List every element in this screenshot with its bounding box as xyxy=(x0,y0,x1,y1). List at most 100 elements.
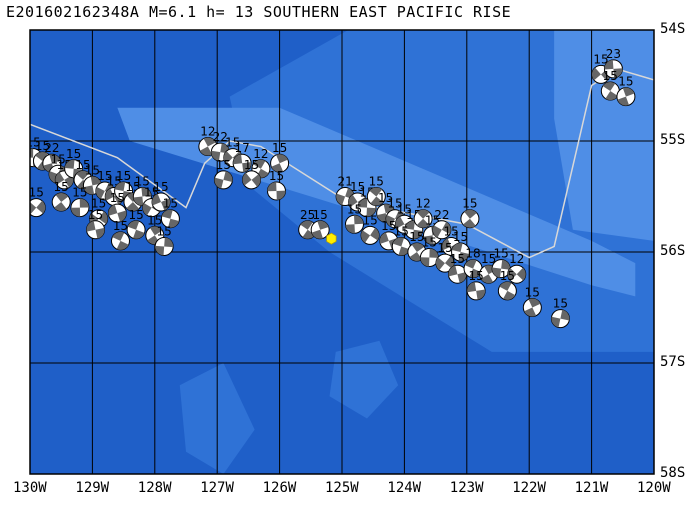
depth-label: 15 xyxy=(66,147,81,161)
compressional-quadrant xyxy=(112,231,129,250)
focal-mechanism: 15 xyxy=(616,75,636,107)
depth-label: 15 xyxy=(350,180,365,194)
focal-mechanism: 22 xyxy=(432,208,452,240)
compressional-quadrant xyxy=(345,215,364,234)
focal-mechanism: 15 xyxy=(270,141,290,173)
focal-mechanism: 15 xyxy=(522,286,542,317)
map-title: E201602162348A M=6.1 h= 13 SOUTHERN EAST… xyxy=(6,3,512,21)
focal-mechanism: 15 xyxy=(107,191,127,223)
depth-label: 15 xyxy=(216,158,231,172)
depth-label: 15 xyxy=(113,219,128,233)
compressional-quadrant xyxy=(300,220,316,239)
longitude-label: 127W xyxy=(200,480,234,496)
compressional-quadrant xyxy=(133,187,152,206)
focal-mechanism: 15 xyxy=(460,197,480,229)
focal-mechanism: 15 xyxy=(160,197,180,229)
compressional-quadrant xyxy=(463,209,477,228)
focal-mechanism: 15 xyxy=(142,186,162,218)
depth-label: 15 xyxy=(437,241,452,255)
depth-label: 15 xyxy=(128,208,143,222)
compressional-quadrant xyxy=(448,265,467,283)
compressional-quadrant xyxy=(152,193,171,211)
latitude-label: 57S xyxy=(660,354,686,370)
focal-mechanism: 15 xyxy=(497,269,517,301)
focal-mechanism: 15 xyxy=(600,69,620,101)
depth-label: 15 xyxy=(54,180,69,194)
depth-label: 15 xyxy=(97,169,112,183)
depth-label: 15 xyxy=(85,163,100,177)
longitude-label: 130W xyxy=(13,480,47,496)
depth-label: 12 xyxy=(200,125,215,139)
depth-label: 15 xyxy=(91,197,106,211)
compressional-quadrant xyxy=(416,209,430,228)
focal-mechanism: 22 xyxy=(42,141,62,173)
compressional-quadrant xyxy=(155,237,174,256)
compressional-quadrant xyxy=(404,220,423,239)
focal-mechanism: 17 xyxy=(232,141,252,173)
compressional-quadrant xyxy=(617,87,635,106)
depth-label: 15 xyxy=(462,197,477,211)
depth-label: 15 xyxy=(313,208,328,222)
compressional-quadrant xyxy=(435,256,454,271)
epicenter-marker xyxy=(326,232,337,245)
depth-label: 15 xyxy=(369,175,384,189)
longitude-label: 122W xyxy=(512,480,546,496)
compressional-quadrant xyxy=(253,159,269,178)
depth-label: 12 xyxy=(415,197,430,211)
compressional-quadrant xyxy=(70,198,89,217)
compressional-quadrant xyxy=(54,193,69,212)
focal-mechanism: 15 xyxy=(266,169,286,201)
depth-label: 15 xyxy=(444,224,459,238)
focal-mechanism: 15 xyxy=(213,158,233,190)
depth-label: 15 xyxy=(450,252,465,266)
compressional-quadrant xyxy=(507,267,526,281)
depth-label: 12 xyxy=(253,147,268,161)
compressional-quadrant xyxy=(233,154,252,173)
bathy-patch-s xyxy=(329,340,399,419)
compressional-quadrant xyxy=(464,259,482,278)
depth-label: 15 xyxy=(378,191,393,205)
compressional-quadrant xyxy=(499,281,516,300)
depth-label: 15 xyxy=(593,52,608,66)
focal-mechanism: 12 xyxy=(507,252,527,284)
depth-label: 15 xyxy=(116,169,131,183)
depth-label: 15 xyxy=(225,136,240,150)
depth-label: 15 xyxy=(469,269,484,283)
longitude-label: 129W xyxy=(75,480,110,496)
depth-label: 23 xyxy=(606,47,621,61)
longitude-label: 125W xyxy=(325,480,359,496)
focal-mechanism: 15 xyxy=(132,175,152,206)
focal-mechanism: 15 xyxy=(242,158,262,190)
focal-mechanism: 15 xyxy=(366,175,386,206)
compressional-quadrant xyxy=(432,221,451,238)
depth-label: 15 xyxy=(493,247,508,261)
depth-label: 25 xyxy=(300,208,315,222)
compressional-quadrant xyxy=(55,172,74,188)
depth-label: 15 xyxy=(244,158,259,172)
depth-label: 15 xyxy=(481,252,496,266)
depth-label: 15 xyxy=(153,180,168,194)
compressional-quadrant xyxy=(161,209,180,228)
focal-mechanism: 15 xyxy=(466,269,486,301)
compressional-quadrant xyxy=(336,187,355,206)
focal-mechanism: 15 xyxy=(344,202,364,234)
compressional-quadrant xyxy=(369,187,384,206)
depth-label: 21 xyxy=(337,175,352,189)
depth-label: 15 xyxy=(269,169,284,183)
depth-label: 15 xyxy=(50,152,65,166)
focal-mechanism: 18 xyxy=(463,247,483,279)
focal-mechanism: 15 xyxy=(70,186,90,218)
latitude-label: 58S xyxy=(660,465,686,481)
compressional-quadrant xyxy=(392,237,410,256)
focal-mechanism: 15 xyxy=(151,180,171,212)
longitude-label: 120W xyxy=(637,480,671,496)
depth-label: 15 xyxy=(525,286,540,300)
depth-label: 17 xyxy=(235,141,250,155)
depth-label: 15 xyxy=(35,139,50,153)
focal-mechanism: 15 xyxy=(451,230,471,262)
depth-label: 15 xyxy=(409,230,424,244)
depth-label: 15 xyxy=(29,186,44,200)
longitude-label: 121W xyxy=(574,480,609,496)
